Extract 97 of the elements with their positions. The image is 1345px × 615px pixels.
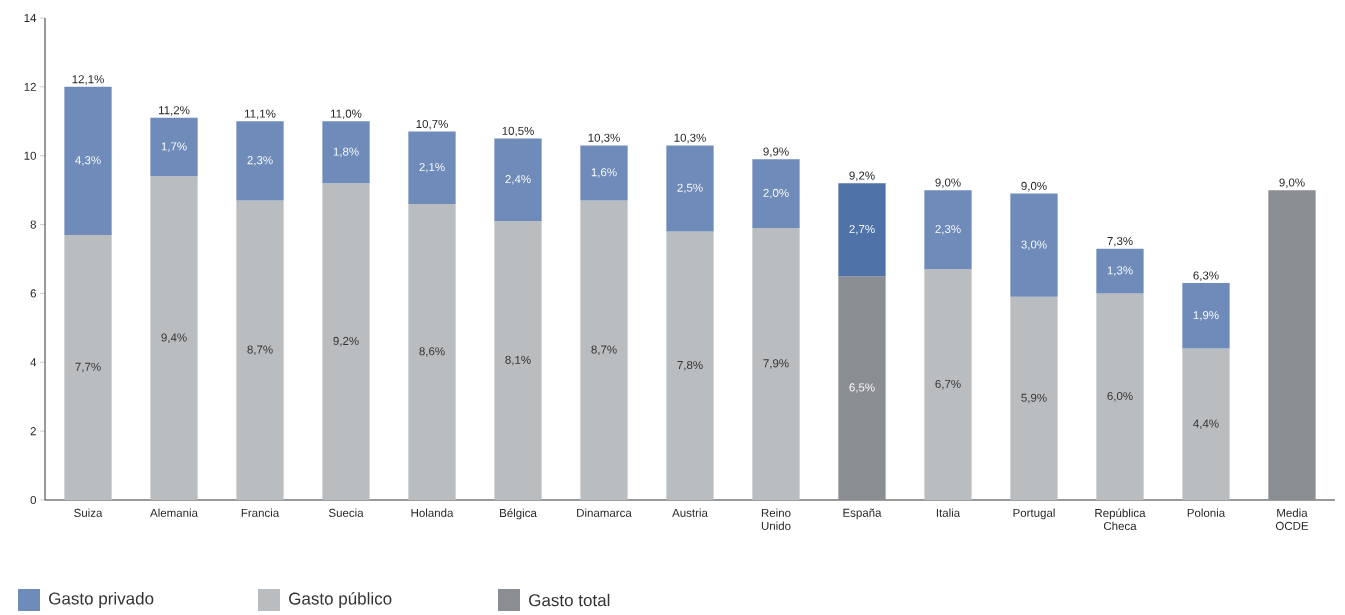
bar	[494, 138, 542, 222]
data-label: 9,4%	[161, 333, 187, 343]
x-tick-label: Austria	[672, 508, 708, 517]
total-label: 10,7%	[416, 119, 448, 130]
data-label: 4,4%	[1193, 419, 1219, 429]
x-tick-label: España	[843, 508, 882, 520]
total-label: 9,2%	[849, 171, 875, 182]
x-tick-label: Italia	[936, 508, 961, 517]
total-label: 9,9%	[763, 147, 789, 157]
y-tick-label: 4	[30, 358, 37, 367]
bar	[236, 200, 284, 500]
data-label: 6,7%	[935, 379, 961, 390]
x-tick-label: Alemania	[150, 508, 198, 517]
data-label: 1,7%	[161, 142, 187, 152]
bar	[1182, 283, 1230, 349]
total-label: 10,3%	[588, 133, 620, 144]
bar	[580, 200, 628, 500]
total-label: 7,3%	[1107, 236, 1133, 247]
data-label: 1,9%	[1193, 311, 1219, 321]
y-tick-label: 6	[30, 289, 36, 298]
total-label: 12,1%	[72, 75, 104, 85]
bar	[752, 228, 800, 500]
data-label: 1,3%	[1107, 266, 1133, 276]
bar	[236, 121, 284, 201]
bar	[64, 86, 112, 235]
data-label: 2,5%	[677, 183, 703, 194]
bar	[408, 131, 456, 204]
bar	[666, 145, 714, 232]
x-tick-label: Bélgica	[500, 508, 537, 520]
bar	[666, 231, 714, 500]
bar	[580, 145, 628, 201]
y-tick-label: 8	[30, 220, 36, 229]
data-label: 8,1%	[505, 355, 531, 366]
data-label: 8,7%	[247, 345, 273, 355]
total-label: 9,0%	[1021, 181, 1047, 192]
legend-label: Gasto público	[289, 591, 392, 609]
total-label: 11,1%	[245, 109, 276, 120]
data-label: 2,7%	[849, 224, 875, 235]
data-label: 2,3%	[247, 156, 273, 166]
y-tick-label: 14	[24, 14, 37, 22]
total-label: 9,0%	[935, 178, 961, 188]
bar	[150, 176, 198, 500]
data-label: 8,7%	[591, 345, 617, 355]
bar	[322, 121, 370, 184]
y-tick-label: 12	[24, 82, 36, 91]
x-tick-label: Holanda	[411, 508, 454, 517]
x-tick-label: Reino Unido	[761, 508, 791, 530]
total-label: 10,3%	[674, 133, 706, 144]
legend-label: Gasto total	[529, 593, 610, 607]
legend-label: Gasto privado	[49, 592, 154, 608]
total-label: 10,5%	[502, 126, 534, 137]
bar	[924, 190, 972, 270]
data-label: 7,7%	[75, 362, 101, 373]
bar	[1096, 293, 1144, 500]
data-label: 1,6%	[591, 168, 617, 178]
x-tick-label: Polonia	[1187, 508, 1226, 517]
data-label: 6,0%	[1107, 391, 1133, 402]
x-tick-label: Dinamarca	[577, 508, 632, 517]
data-label: 3,0%	[1021, 240, 1047, 250]
bar	[1096, 248, 1144, 294]
y-tick-label: 2	[30, 427, 36, 436]
x-tick-label: República Checa	[1095, 508, 1146, 531]
bar	[408, 203, 456, 500]
data-label: 2,3%	[935, 224, 961, 235]
data-label: 8,6%	[419, 347, 445, 357]
data-label: 4,3%	[75, 156, 101, 166]
total-label: 11,0%	[331, 109, 362, 120]
total-label: 9,0%	[1279, 178, 1305, 188]
data-label: 2,0%	[763, 188, 789, 199]
bar	[322, 183, 370, 500]
bar	[150, 117, 198, 177]
total-label: 6,3%	[1193, 271, 1219, 281]
bar	[1182, 348, 1230, 500]
y-tick-label: 10	[24, 151, 37, 160]
bar	[494, 221, 542, 500]
data-label: 5,9%	[1021, 393, 1047, 404]
x-tick-label: Suiza	[74, 508, 103, 517]
bar	[1010, 296, 1058, 500]
data-label: 7,8%	[677, 360, 703, 371]
x-tick-label: Suecia	[328, 508, 364, 517]
data-label: 6,5%	[849, 383, 875, 393]
data-label: 2,4%	[505, 175, 531, 185]
x-tick-label: Francia	[241, 508, 280, 517]
bar	[924, 269, 972, 500]
bar	[752, 159, 800, 228]
bar	[1010, 193, 1058, 297]
data-label: 9,2%	[333, 336, 359, 347]
total-label: 11,2%	[159, 106, 190, 116]
data-label: 7,9%	[763, 359, 789, 369]
data-label: 1,8%	[333, 147, 359, 158]
bar	[838, 183, 886, 277]
bar	[1268, 190, 1316, 500]
x-tick-label: Media OCDE	[1275, 508, 1309, 530]
bar	[64, 234, 112, 500]
y-tick-label: 0	[30, 495, 37, 505]
data-label: 2,1%	[419, 163, 445, 173]
x-tick-label: Portugal	[1013, 508, 1055, 520]
